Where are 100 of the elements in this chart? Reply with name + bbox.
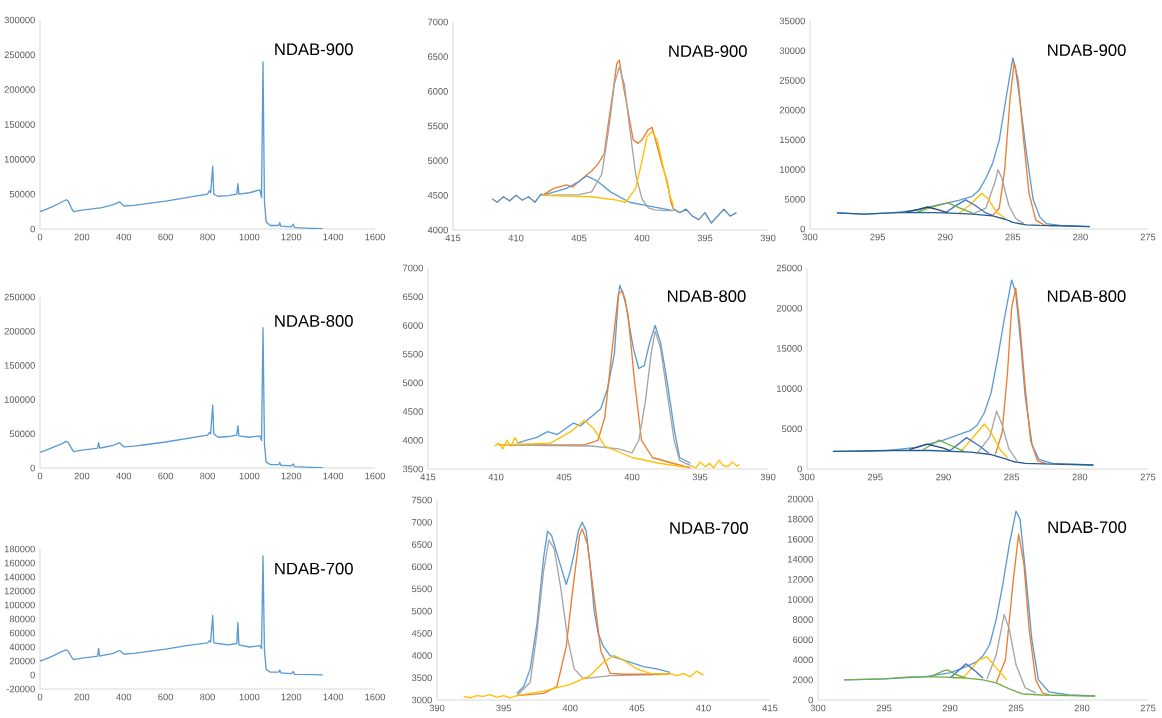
x-tick-label: 295 [867, 473, 883, 481]
y-tick-label: 20000 [779, 106, 805, 114]
x-tick-label: 295 [870, 233, 885, 241]
y-tick-label: 0 [30, 464, 35, 472]
y-tick-label: 50000 [9, 190, 35, 198]
y-tick-label: 80000 [9, 615, 35, 623]
y-tick-label: 0 [800, 225, 805, 233]
x-tick-label: 405 [629, 704, 645, 712]
x-tick-label: 600 [158, 233, 174, 241]
x-tick-label: 290 [936, 473, 951, 481]
y-tick-label: 5000 [427, 157, 448, 164]
y-tick-label: 30000 [779, 47, 805, 55]
y-tick-label: 20000 [787, 495, 813, 503]
y-tick-label: 15000 [777, 345, 802, 352]
y-tick-label: 4500 [402, 408, 423, 415]
annotation: NDAB-900 [1048, 44, 1126, 57]
y-tick-label: 0 [797, 465, 802, 473]
x-tick-label: 400 [634, 234, 650, 242]
y-tick-label: 200000 [4, 86, 35, 93]
y-tick-label: 6500 [428, 53, 448, 60]
x-tick-label: 1600 [365, 693, 386, 701]
x-tick-label: 1600 [365, 472, 386, 480]
x-tick-label: 200 [74, 233, 90, 241]
x-tick-label: 285 [1005, 233, 1021, 241]
y-tick-label: 5500 [411, 585, 432, 593]
x-tick-label: 200 [74, 693, 90, 701]
x-tick-label: 1400 [323, 693, 344, 701]
y-tick-label: 4500 [427, 192, 448, 199]
x-tick-label: 280 [1074, 704, 1090, 712]
y-tick-label: 120000 [4, 587, 35, 595]
x-tick-label: 280 [1072, 473, 1088, 481]
y-tick-label: 10000 [777, 385, 802, 392]
x-tick-label: 410 [695, 704, 711, 712]
y-tick-label: 5500 [402, 350, 423, 358]
y-tick-label: 60000 [9, 629, 35, 637]
x-tick-label: 395 [692, 473, 708, 481]
x-tick-label: 275 [1140, 473, 1156, 481]
x-tick-label: 400 [116, 472, 132, 480]
x-tick-label: 1000 [239, 233, 260, 241]
y-tick-label: 8000 [792, 616, 813, 623]
x-tick-label: 800 [200, 233, 215, 241]
y-tick-label: 5500 [427, 122, 448, 130]
x-tick-label: 415 [762, 704, 778, 712]
x-tick-label: 1400 [323, 233, 344, 241]
y-tick-label: 0 [30, 225, 35, 233]
x-tick-label: 285 [1008, 704, 1024, 712]
x-tick-label: 405 [571, 234, 587, 242]
y-tick-label: 2000 [792, 676, 813, 684]
x-tick-label: 405 [556, 473, 572, 481]
y-tick-label: 4500 [411, 630, 432, 637]
x-tick-label: 390 [760, 473, 776, 481]
x-tick-label: 410 [508, 234, 524, 242]
y-tick-label: 25000 [779, 77, 805, 84]
y-tick-label: 6000 [403, 322, 423, 329]
x-tick-label: 0 [37, 233, 43, 241]
y-tick-label: 5000 [411, 607, 432, 615]
x-tick-label: 1200 [281, 472, 302, 480]
x-tick-label: 275 [1140, 704, 1156, 712]
x-tick-label: 390 [760, 234, 776, 242]
y-tick-label: 150000 [4, 362, 35, 369]
y-tick-label: 18000 [788, 515, 813, 523]
y-tick-label: 25000 [776, 264, 802, 272]
x-tick-label: 290 [937, 233, 953, 241]
y-tick-label: 16000 [788, 535, 813, 543]
x-tick-label: 395 [697, 234, 713, 242]
y-tick-label: 4000 [411, 652, 432, 659]
y-tick-label: 4000 [402, 436, 423, 444]
y-tick-label: 4000 [427, 226, 448, 234]
x-tick-label: 300 [810, 704, 826, 712]
annotation: NDAB-700 [670, 522, 748, 534]
x-tick-label: 390 [429, 704, 445, 712]
y-tick-label: 100000 [4, 396, 35, 403]
annotation: NDAB-800 [1047, 290, 1126, 303]
y-tick-label: 6000 [412, 563, 432, 570]
y-tick-label: 150000 [4, 121, 35, 128]
y-tick-label: 100000 [4, 156, 35, 163]
y-tick-label: 7000 [428, 18, 448, 26]
y-tick-label: -20000 [6, 685, 35, 693]
x-tick-label: 1000 [239, 472, 260, 480]
y-tick-label: 5000 [784, 195, 805, 203]
y-tick-label: 10000 [788, 596, 813, 603]
x-tick-label: 600 [158, 693, 174, 701]
x-tick-label: 800 [200, 472, 215, 480]
y-tick-label: 20000 [776, 304, 802, 312]
x-tick-label: 1400 [323, 472, 344, 480]
x-tick-label: 410 [488, 473, 504, 481]
x-tick-label: 1600 [365, 233, 386, 241]
y-tick-label: 10000 [780, 166, 805, 173]
x-tick-label: 415 [445, 234, 461, 242]
y-tick-label: 35000 [779, 17, 805, 25]
annotation: NDAB-700 [1048, 521, 1127, 534]
annotation: NDAB-800 [667, 290, 746, 303]
x-tick-label: 285 [1004, 473, 1019, 481]
y-tick-label: 6000 [793, 636, 813, 643]
x-tick-label: 400 [116, 233, 132, 241]
y-tick-label: 20000 [9, 657, 35, 665]
y-tick-label: 300000 [4, 16, 35, 24]
y-tick-label: 0 [30, 671, 35, 679]
x-tick-label: 400 [562, 704, 578, 712]
x-tick-label: 400 [624, 473, 640, 481]
